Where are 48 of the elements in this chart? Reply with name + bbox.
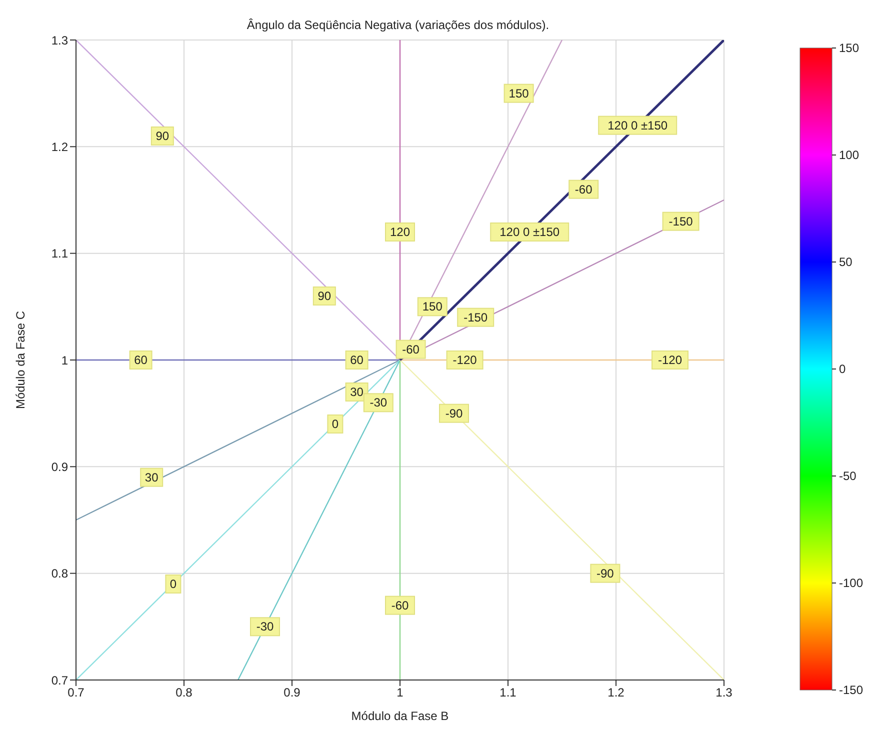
annotation: -120	[658, 353, 682, 367]
annotation: 60	[134, 353, 148, 367]
annotation: 90	[156, 129, 170, 143]
y-tick-label: 0.8	[51, 566, 68, 581]
annotation: -120	[452, 353, 478, 367]
x-tick-label: 1.2	[608, 686, 625, 700]
x-tick-label: 0.7	[68, 686, 85, 700]
annotation: 120 0 ±150	[608, 118, 668, 132]
color-bar-label: -100	[839, 576, 864, 590]
color-bar-label: -150	[839, 683, 864, 697]
y-tick-label: 1	[61, 353, 68, 368]
color-bar-label: -50	[839, 469, 857, 483]
annotation: 120	[390, 225, 410, 239]
color-bar-label: 150	[839, 41, 860, 55]
x-tick-label: 0.9	[284, 686, 301, 700]
y-tick-label: 1.1	[51, 246, 68, 261]
annotation: 30	[144, 470, 159, 484]
annotation: -90	[445, 406, 463, 420]
x-axis-title: Módulo da Fase B	[351, 709, 449, 723]
color-bar-label: 100	[839, 148, 860, 162]
annotation: -150	[464, 310, 488, 324]
annotation: 0	[170, 577, 177, 591]
annotation: -30	[370, 396, 388, 410]
annotation: -60	[574, 182, 593, 196]
x-tick-label: 1	[396, 686, 404, 700]
annotation: -30	[256, 620, 274, 634]
annotation: 60	[350, 353, 364, 367]
y-tick-label: 0.7	[51, 673, 68, 688]
annotation: -90	[596, 566, 614, 580]
annotation: 120 0 ±150	[500, 225, 560, 239]
annotation: 150	[422, 300, 443, 314]
x-tick-label: 1.3	[716, 686, 733, 700]
y-tick-label: 1.2	[51, 140, 68, 154]
annotation: 150	[508, 86, 530, 100]
annotation: 90	[318, 289, 332, 303]
color-bar-label: 0	[839, 362, 846, 376]
annotation: 30	[350, 385, 364, 399]
annotation: -60	[402, 342, 420, 356]
annotation: -60	[391, 598, 409, 612]
x-tick-label: 1.1	[500, 686, 517, 700]
color-bar-label: 50	[839, 255, 853, 269]
annotation: -150	[668, 214, 694, 228]
x-tick-label: 0.8	[176, 686, 193, 700]
y-tick-label: 0.9	[51, 460, 68, 474]
y-tick-label: 1.3	[51, 33, 68, 48]
y-axis-title: Módulo da Fase C	[13, 310, 28, 410]
chart-title: Ângulo da Seqüência Negativa (variações dos módulos).	[246, 18, 550, 32]
annotation: 0	[332, 417, 339, 431]
